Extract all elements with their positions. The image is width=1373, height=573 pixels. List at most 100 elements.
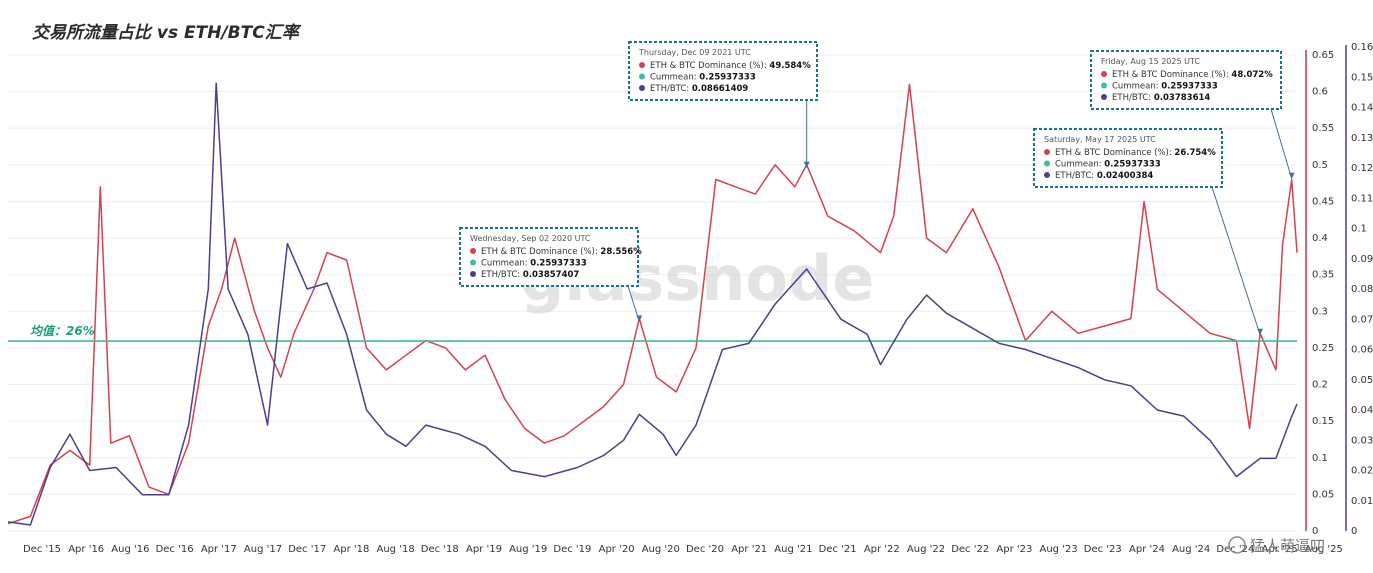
tooltip-row: ETH & BTC Dominance (%): 49.584% [650, 61, 811, 71]
x-tick-label: Dec '24 [1216, 544, 1254, 555]
tooltip-row: Cummean: 0.25937333 [481, 259, 587, 269]
tooltip-dot [639, 62, 645, 68]
x-tick-label: Apr '25 [1262, 544, 1298, 555]
y-left-tick-label: 0.5 [1312, 160, 1328, 171]
tooltip-arrowhead [636, 315, 643, 322]
y-right-tick-label: 0.1 [1351, 224, 1367, 235]
tooltip-dot [639, 85, 645, 91]
y-left-tick-label: 0.15 [1312, 416, 1334, 427]
y-left-tick-label: 0.35 [1312, 270, 1334, 281]
tooltip-box [1090, 50, 1282, 110]
x-tick-label: Dec '23 [1084, 544, 1122, 555]
series-eth-btc-line [7, 82, 1298, 526]
brand-icon [1228, 536, 1246, 554]
x-tick-label: Dec '20 [686, 544, 724, 555]
tooltip-row: ETH/BTC: 0.02400384 [1055, 171, 1153, 181]
x-tick-label: Apr '16 [68, 544, 104, 555]
chart-title: 交易所流量占比 vs ETH/BTC汇率 [32, 23, 302, 43]
y-left-tick-label: 0.4 [1312, 233, 1328, 244]
tooltip-date: Thursday, Dec 09 2021 UTC [638, 48, 751, 57]
y-right-tick-label: 0.09 [1351, 254, 1373, 265]
y-right-tick-label: 0.11 [1351, 193, 1373, 204]
tooltip-dot [1101, 82, 1107, 89]
x-tick-label: Apr '22 [864, 544, 900, 555]
x-tick-label: Dec '18 [421, 544, 459, 555]
tooltip-dot [639, 73, 645, 80]
tooltip-dot [1044, 149, 1050, 155]
x-tick-label: Dec '22 [951, 544, 989, 555]
brand-text: 猛人萌逼叨 [1250, 537, 1325, 555]
tooltip-arrowhead [1257, 328, 1264, 335]
x-tick-label: Aug '24 [1172, 544, 1210, 555]
y-left-tick-label: 0.45 [1312, 196, 1334, 207]
tooltip-dot [1101, 71, 1107, 77]
x-tick-label: Aug '17 [244, 544, 282, 555]
x-tick-label: Apr '23 [996, 544, 1032, 555]
y-right-tick-label: 0.16 [1351, 42, 1373, 53]
tooltip-row: ETH & BTC Dominance (%): 48.072% [1112, 70, 1273, 80]
tooltip-date: Saturday, May 17 2025 UTC [1044, 135, 1156, 144]
brand-badge: 猛人萌逼叨 [1228, 536, 1325, 555]
tooltip-row: Cummean: 0.25937333 [650, 73, 756, 83]
tooltip-dot [1044, 160, 1050, 167]
y-left-tick-label: 0.65 [1312, 50, 1334, 61]
tooltip-box [459, 227, 639, 287]
tooltips-group: Wednesday, Sep 02 2020 UTC ETH & BTC Domi… [459, 41, 1295, 335]
tooltip-date: Friday, Aug 15 2025 UTC [1101, 57, 1200, 66]
tooltip-row: ETH & BTC Dominance (%): 28.556% [481, 247, 642, 257]
y-right-tick-label: 0.12 [1351, 163, 1373, 174]
tooltip-arrowhead [803, 161, 810, 168]
y-left-tick-label: 0.6 [1312, 87, 1328, 98]
x-tick-label: Aug '16 [111, 544, 149, 555]
x-tick-label: Aug '18 [377, 544, 415, 555]
x-tick-label: Aug '20 [642, 544, 680, 555]
y-right-tick-label: 0.03 [1351, 435, 1373, 446]
y-left-tick-label: 0.25 [1312, 343, 1334, 354]
y-axis-left: 0 0.05 0.1 0.15 0.2 0.25 0.3 0.35 0.4 0.45 0.5 0.55… [1305, 50, 1334, 537]
tooltip-box [1033, 128, 1223, 188]
tooltip: Friday, Aug 15 2025 UTC ETH & BTC Dominan… [1090, 50, 1295, 179]
y-left-tick-label: 0.05 [1312, 489, 1334, 500]
series-group [7, 82, 1298, 526]
tooltip-row: ETH/BTC: 0.08661409 [650, 84, 748, 94]
x-tick-label: Aug '21 [774, 544, 812, 555]
y-right-tick-label: 0.14 [1351, 103, 1373, 114]
tooltip-row: ETH/BTC: 0.03783614 [1112, 93, 1210, 103]
x-tick-label: Dec '17 [288, 544, 326, 555]
mean-line-label: 均值：26% [30, 324, 95, 338]
y-left-tick-label: 0.55 [1312, 123, 1334, 134]
tooltip-dot [1101, 94, 1107, 100]
y-right-tick-label: 0.05 [1351, 375, 1373, 386]
y-right-tick-label: 0.04 [1351, 405, 1373, 416]
x-tick-label: Aug '19 [509, 544, 547, 555]
x-axis: Dec '15 Apr '16 Aug '16 Dec '16 Apr '17 Aug '… [23, 544, 1343, 555]
x-tick-label: Dec '21 [819, 544, 857, 555]
y-left-tick-label: 0 [1312, 526, 1318, 537]
y-right-tick-label: 0.15 [1351, 72, 1373, 83]
tooltip-dot [470, 248, 476, 254]
y-right-tick-label: 0.06 [1351, 345, 1373, 356]
mean-line-label-group: 均值：26% [30, 324, 95, 338]
y-right-tick-label: 0 [1351, 526, 1357, 537]
x-tick-label: Dec '19 [553, 544, 591, 555]
y-left-tick-label: 0.2 [1312, 380, 1328, 391]
x-tick-label: Apr '24 [1129, 544, 1165, 555]
y-axis-right: 0 0.01 0.02 0.03 0.04 0.05 0.06 0.07 0.08 0.09 0.1… [1345, 42, 1373, 537]
tooltip-arrowhead [1288, 172, 1295, 179]
tooltip: Thursday, Dec 09 2021 UTC ETH & BTC Domin… [628, 41, 818, 168]
x-tick-label: Dec '15 [23, 544, 61, 555]
tooltip-dot [470, 259, 476, 266]
tooltip-row: Cummean: 0.25937333 [1112, 82, 1218, 92]
x-tick-label: Aug '23 [1040, 544, 1078, 555]
y-left-tick-label: 0.3 [1312, 306, 1328, 317]
x-tick-label: Apr '19 [466, 544, 502, 555]
x-tick-label: Aug '25 [1305, 544, 1343, 555]
tooltip-box [628, 41, 818, 101]
y-right-tick-label: 0.13 [1351, 133, 1373, 144]
tooltip-row: ETH & BTC Dominance (%): 26.754% [1055, 148, 1216, 158]
x-tick-label: Aug '22 [907, 544, 945, 555]
tooltip-row: Cummean: 0.25937333 [1055, 160, 1161, 170]
tooltip: Wednesday, Sep 02 2020 UTC ETH & BTC Domi… [459, 227, 643, 322]
x-tick-label: Apr '21 [731, 544, 767, 555]
